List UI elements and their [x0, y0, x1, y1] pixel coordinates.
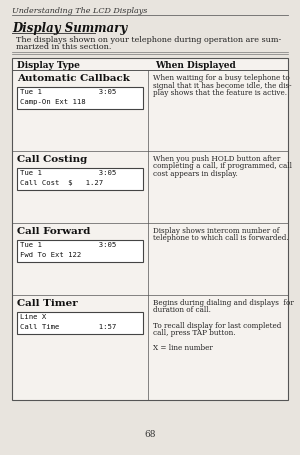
Text: Call Timer: Call Timer — [17, 299, 78, 308]
Bar — [17, 312, 143, 334]
Text: To recall display for last completed: To recall display for last completed — [153, 322, 281, 329]
Text: Call Forward: Call Forward — [17, 227, 90, 236]
Text: play shows that the feature is active.: play shows that the feature is active. — [153, 89, 287, 97]
Text: Begins during dialing and displays  for: Begins during dialing and displays for — [153, 299, 294, 307]
Text: Display Type: Display Type — [17, 61, 80, 70]
Bar — [17, 87, 143, 109]
Bar — [17, 168, 143, 190]
Text: completing a call, if programmed, call: completing a call, if programmed, call — [153, 162, 292, 171]
Text: Tue 1             3:05: Tue 1 3:05 — [20, 89, 116, 95]
Text: Call Costing: Call Costing — [17, 155, 87, 164]
Text: X = line number: X = line number — [153, 344, 213, 352]
Text: Automatic Callback: Automatic Callback — [17, 74, 130, 83]
Text: When Displayed: When Displayed — [155, 61, 236, 70]
Text: Tue 1             3:05: Tue 1 3:05 — [20, 242, 116, 248]
Text: Fwd To Ext 122: Fwd To Ext 122 — [20, 252, 81, 258]
Text: Understanding The LCD Displays: Understanding The LCD Displays — [12, 7, 147, 15]
Text: Display Summary: Display Summary — [12, 22, 127, 35]
Text: marized in this section.: marized in this section. — [16, 43, 111, 51]
Text: Display shows intercom number of: Display shows intercom number of — [153, 227, 279, 235]
Text: duration of call.: duration of call. — [153, 307, 211, 314]
Text: Line X: Line X — [20, 314, 46, 320]
Text: 68: 68 — [144, 430, 156, 439]
Text: signal that it has become idle, the dis-: signal that it has become idle, the dis- — [153, 81, 292, 90]
Text: telephone to which call is forwarded.: telephone to which call is forwarded. — [153, 234, 289, 243]
Text: Camp-On Ext 118: Camp-On Ext 118 — [20, 99, 86, 105]
Text: When you push HOLD button after: When you push HOLD button after — [153, 155, 280, 163]
Text: Call Time         1:57: Call Time 1:57 — [20, 324, 116, 330]
Bar — [17, 240, 143, 262]
Text: call, press TAP button.: call, press TAP button. — [153, 329, 236, 337]
Text: The displays shown on your telephone during operation are sum-: The displays shown on your telephone dur… — [16, 36, 281, 44]
Text: Tue 1             3:05: Tue 1 3:05 — [20, 170, 116, 176]
Bar — [12, 58, 288, 400]
Text: Call Cost  $   1.27: Call Cost $ 1.27 — [20, 180, 103, 186]
Text: cost appears in display.: cost appears in display. — [153, 170, 238, 178]
Text: When waiting for a busy telephone to: When waiting for a busy telephone to — [153, 74, 290, 82]
